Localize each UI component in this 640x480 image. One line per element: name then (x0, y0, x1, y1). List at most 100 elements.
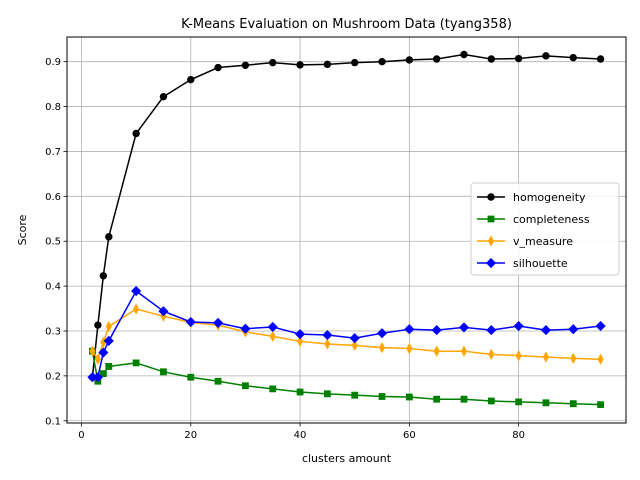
data-point-homogeneity (405, 56, 414, 64)
data-point-silhouette (540, 325, 552, 336)
y-tick-label: 0.9 (45, 57, 61, 68)
legend-item-homogeneity: homogeneity (477, 191, 586, 204)
legend-label: completeness (513, 213, 590, 226)
data-point-silhouette (131, 285, 142, 297)
data-point-silhouette (404, 324, 415, 335)
series-line-completeness (91, 351, 601, 406)
data-point-silhouette (103, 335, 114, 346)
data-point-homogeneity (350, 58, 359, 67)
data-point-homogeneity (378, 57, 386, 66)
data-point-homogeneity (214, 63, 222, 72)
data-point-completeness (132, 359, 140, 367)
data-point-v_measure (542, 351, 550, 363)
data-point-completeness (542, 399, 550, 407)
data-point-completeness (296, 388, 304, 396)
series-silhouette (87, 285, 606, 383)
ticks: 0 20 40 60 80 0.1 0.2 0.3 0.4 0.5 0.6 0.7 0.8 0.9 (45, 57, 525, 441)
data-point-v_measure (515, 350, 522, 362)
data-point-homogeneity (296, 61, 304, 69)
data-point-silhouette (185, 316, 196, 328)
data-point-completeness (405, 393, 413, 401)
legend-label: homogeneity (513, 191, 586, 204)
data-point-completeness (569, 400, 577, 408)
series-line-v_measure (91, 308, 601, 361)
data-point-silhouette (376, 328, 388, 339)
data-point-v_measure (296, 335, 304, 347)
data-point-v_measure (94, 353, 101, 365)
y-tick-label: 0.1 (45, 416, 61, 427)
data-point-completeness (460, 395, 468, 403)
data-point-completeness (105, 363, 113, 370)
data-point-homogeneity (159, 92, 168, 101)
data-point-completeness (487, 397, 495, 405)
data-point-v_measure (460, 345, 468, 357)
data-point-silhouette (267, 321, 278, 333)
data-point-silhouette (240, 323, 251, 334)
data-point-v_measure (351, 339, 358, 351)
data-point-completeness (597, 401, 604, 408)
y-axis-title: Score (16, 214, 29, 245)
data-point-silhouette (98, 347, 109, 358)
data-point-completeness (515, 398, 523, 406)
legend-marker (485, 257, 497, 269)
data-point-completeness (378, 393, 386, 400)
data-point-v_measure (570, 352, 577, 365)
legend-frame (470, 182, 620, 276)
data-point-homogeneity (432, 55, 441, 63)
series-completeness (89, 347, 604, 408)
x-tick-label: 80 (512, 430, 525, 441)
legend: homogeneity completeness v_measure silhouet… (470, 182, 620, 276)
data-point-completeness (433, 395, 441, 403)
legend-marker (487, 193, 495, 201)
data-point-silhouette (213, 317, 224, 328)
data-point-completeness (242, 382, 249, 390)
legend-item-completeness: completeness (477, 213, 590, 226)
data-point-homogeneity (323, 60, 332, 69)
legend-marker (487, 235, 495, 247)
data-point-homogeneity (514, 54, 523, 63)
data-point-homogeneity (569, 53, 577, 62)
x-tick-label: 60 (403, 430, 416, 441)
data-point-silhouette (322, 329, 333, 341)
data-point-homogeneity (105, 233, 113, 241)
y-tick-label: 0.8 (45, 102, 61, 113)
data-point-v_measure (597, 353, 604, 365)
data-point-v_measure (406, 342, 413, 355)
series-v_measure (89, 303, 604, 365)
chart-title: K-Means Evaluation on Mushroom Data (tya… (181, 17, 512, 32)
data-point-homogeneity (596, 55, 605, 63)
data-point-v_measure (488, 348, 495, 360)
data-point-homogeneity (99, 272, 108, 280)
x-tick-label: 40 (294, 430, 307, 441)
x-tick-label: 0 (78, 430, 84, 441)
legend-marker (487, 215, 495, 223)
data-point-silhouette (568, 324, 579, 335)
y-tick-label: 0.4 (45, 282, 61, 293)
data-point-silhouette (431, 325, 442, 336)
data-point-completeness (214, 377, 222, 385)
data-point-silhouette (595, 320, 606, 332)
legend-item-v_measure: v_measure (477, 235, 573, 248)
y-tick-label: 0.6 (45, 192, 61, 203)
data-point-v_measure (133, 303, 140, 315)
data-point-silhouette (513, 320, 524, 332)
data-point-homogeneity (94, 321, 102, 329)
data-point-completeness (351, 391, 359, 399)
data-point-silhouette (486, 325, 497, 336)
series-line-homogeneity (91, 53, 601, 378)
data-point-homogeneity (241, 61, 250, 69)
data-point-completeness (323, 390, 331, 398)
legend-item-silhouette: silhouette (477, 257, 568, 270)
data-point-homogeneity (460, 50, 468, 59)
data-point-homogeneity (487, 55, 496, 63)
x-axis-title: clusters amount (302, 452, 392, 465)
data-point-silhouette (92, 372, 103, 383)
data-point-v_measure (105, 320, 112, 333)
y-tick-label: 0.7 (45, 147, 61, 158)
y-tick-label: 0.3 (45, 326, 61, 337)
data-point-v_measure (378, 341, 386, 354)
y-tick-label: 0.5 (45, 237, 61, 248)
data-point-homogeneity (542, 52, 550, 60)
data-point-v_measure (324, 338, 331, 350)
